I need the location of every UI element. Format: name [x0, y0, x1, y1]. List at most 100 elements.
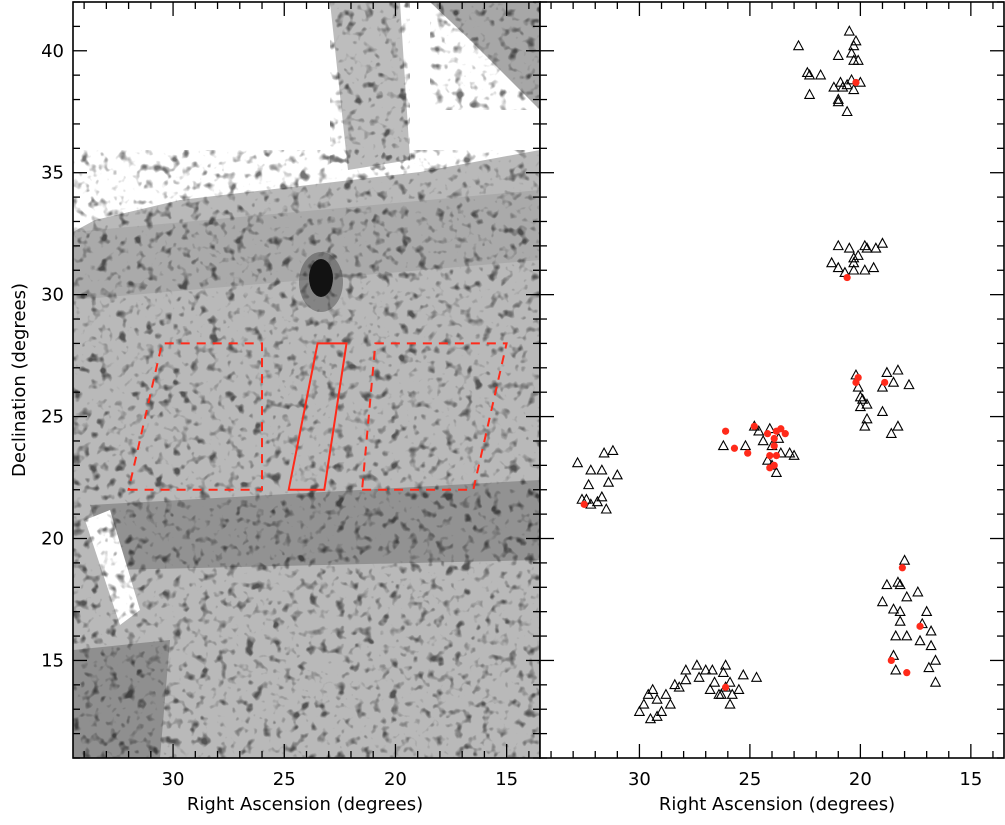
triangle-point	[680, 664, 692, 675]
triangle-point	[792, 39, 805, 51]
density-map	[73, 2, 540, 758]
left-axes: 30 25 20 15 15 20 25 30 35 40	[41, 1, 540, 790]
triangle-point	[602, 476, 615, 487]
triangle-point	[876, 237, 889, 248]
red-point	[770, 434, 778, 443]
triangle-point	[923, 661, 935, 673]
triangle-point	[784, 447, 796, 458]
triangle-point	[647, 683, 659, 695]
triangle-point	[737, 668, 749, 680]
triangle-point	[642, 688, 654, 699]
triangle-point	[596, 490, 608, 502]
triangle-point	[753, 425, 765, 436]
triangle-point	[841, 105, 853, 117]
x-tick-label: 20	[849, 769, 872, 790]
triangle-point	[770, 466, 783, 477]
red-point	[730, 444, 739, 452]
y-tick-label: 30	[41, 285, 64, 306]
triangle-point	[876, 595, 889, 607]
triangle-point	[832, 93, 844, 104]
triangle-point	[856, 393, 869, 404]
red-point	[852, 78, 860, 87]
triangle-point	[887, 603, 900, 614]
triangle-point	[887, 376, 900, 387]
triangle-point	[596, 464, 608, 475]
triangle-point	[859, 420, 871, 431]
triangle-point	[598, 447, 610, 458]
triangle-point	[920, 605, 933, 616]
triangle-point	[700, 664, 712, 675]
triangle-point	[633, 705, 646, 716]
x-tick-label: 15	[495, 769, 518, 790]
comparison-field-outline	[361, 342, 508, 491]
triangle-point	[708, 676, 721, 687]
y-tick-label: 35	[41, 163, 64, 184]
triangle-point	[717, 439, 730, 451]
triangle-point	[852, 54, 864, 65]
y-tick-label: 40	[41, 41, 64, 62]
triangle-point	[894, 615, 906, 626]
triangle-point	[881, 366, 893, 377]
triangle-point	[724, 698, 736, 709]
triangle-point	[739, 439, 752, 451]
triangle-point	[585, 464, 597, 475]
triangle-point	[691, 659, 703, 670]
red-point	[763, 430, 772, 438]
x-tick-label: 15	[959, 769, 982, 790]
red-point	[766, 464, 774, 472]
triangle-point	[757, 434, 769, 446]
triangle-point	[843, 242, 856, 253]
red-point	[770, 442, 778, 450]
triangle-point	[669, 678, 681, 690]
triangle-point	[843, 25, 856, 36]
red-point	[722, 427, 730, 435]
triangle-point	[890, 629, 902, 641]
red-point	[772, 452, 781, 460]
triangle-point	[848, 83, 860, 95]
red-point	[722, 683, 730, 691]
triangle-point	[898, 554, 911, 565]
left-ylabel: Declination (degrees)	[9, 283, 30, 477]
red-point	[887, 656, 895, 665]
triangle-point	[660, 688, 672, 699]
triangle-point	[885, 427, 897, 438]
x-tick-label: 25	[273, 769, 296, 790]
triangle-point	[901, 590, 913, 602]
right-panel: 30 25 20 15	[539, 1, 1005, 790]
x-tick-label: 20	[384, 769, 407, 790]
triangle-point	[726, 688, 738, 699]
triangle-point	[876, 381, 889, 392]
triangle-point	[859, 239, 871, 251]
triangle-point	[673, 681, 685, 692]
triangle-point	[582, 478, 595, 490]
triangle-point	[693, 671, 705, 682]
triangle-point	[845, 73, 858, 85]
field-outlines	[127, 342, 508, 491]
triangle-point	[852, 249, 864, 260]
triangle-point	[925, 639, 937, 651]
triangle-point	[859, 264, 871, 275]
comparison-field-outline	[127, 342, 263, 491]
triangle-point	[607, 444, 619, 456]
red-point	[852, 378, 860, 387]
triangle-point	[788, 449, 800, 460]
triangle-point	[655, 705, 668, 716]
triangle-point	[901, 629, 913, 641]
triangle-point	[733, 683, 745, 695]
left-xlabel: Right Ascension (degrees)	[187, 794, 423, 815]
triangle-point	[832, 261, 844, 273]
y-tick-label: 20	[41, 529, 64, 550]
triangle-point	[750, 671, 763, 682]
triangle-point	[848, 264, 860, 275]
red-point	[580, 500, 588, 508]
triangle-point	[571, 456, 584, 468]
triangle-point	[852, 381, 864, 392]
triangle-point	[706, 664, 719, 675]
triangle-point	[832, 49, 844, 60]
triangle-point	[894, 578, 906, 590]
triangle-point	[894, 605, 906, 616]
x-tick-label: 25	[738, 769, 761, 790]
triangle-point	[600, 503, 612, 514]
triangle-point	[914, 634, 926, 646]
